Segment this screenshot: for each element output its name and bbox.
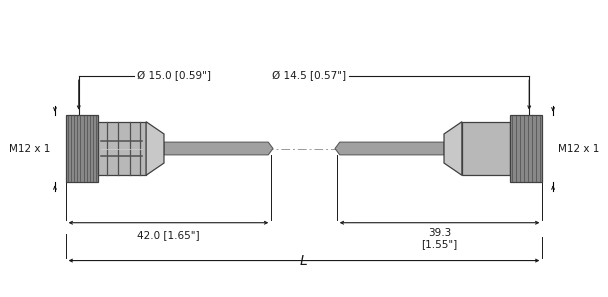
- Text: M12 x 1: M12 x 1: [558, 143, 599, 154]
- Text: Ø 15.0 [0.59"]: Ø 15.0 [0.59"]: [137, 71, 211, 81]
- Polygon shape: [444, 122, 462, 175]
- Polygon shape: [98, 122, 146, 175]
- Polygon shape: [164, 142, 273, 155]
- Polygon shape: [510, 115, 542, 182]
- Text: L: L: [300, 254, 308, 268]
- Polygon shape: [146, 122, 164, 175]
- Polygon shape: [66, 115, 98, 182]
- Text: M12 x 1: M12 x 1: [9, 143, 50, 154]
- Text: 39.3
[1.55"]: 39.3 [1.55"]: [421, 228, 458, 249]
- Polygon shape: [335, 142, 444, 155]
- Polygon shape: [462, 122, 510, 175]
- Text: Ø 14.5 [0.57"]: Ø 14.5 [0.57"]: [272, 71, 346, 81]
- Text: 42.0 [1.65"]: 42.0 [1.65"]: [137, 230, 200, 240]
